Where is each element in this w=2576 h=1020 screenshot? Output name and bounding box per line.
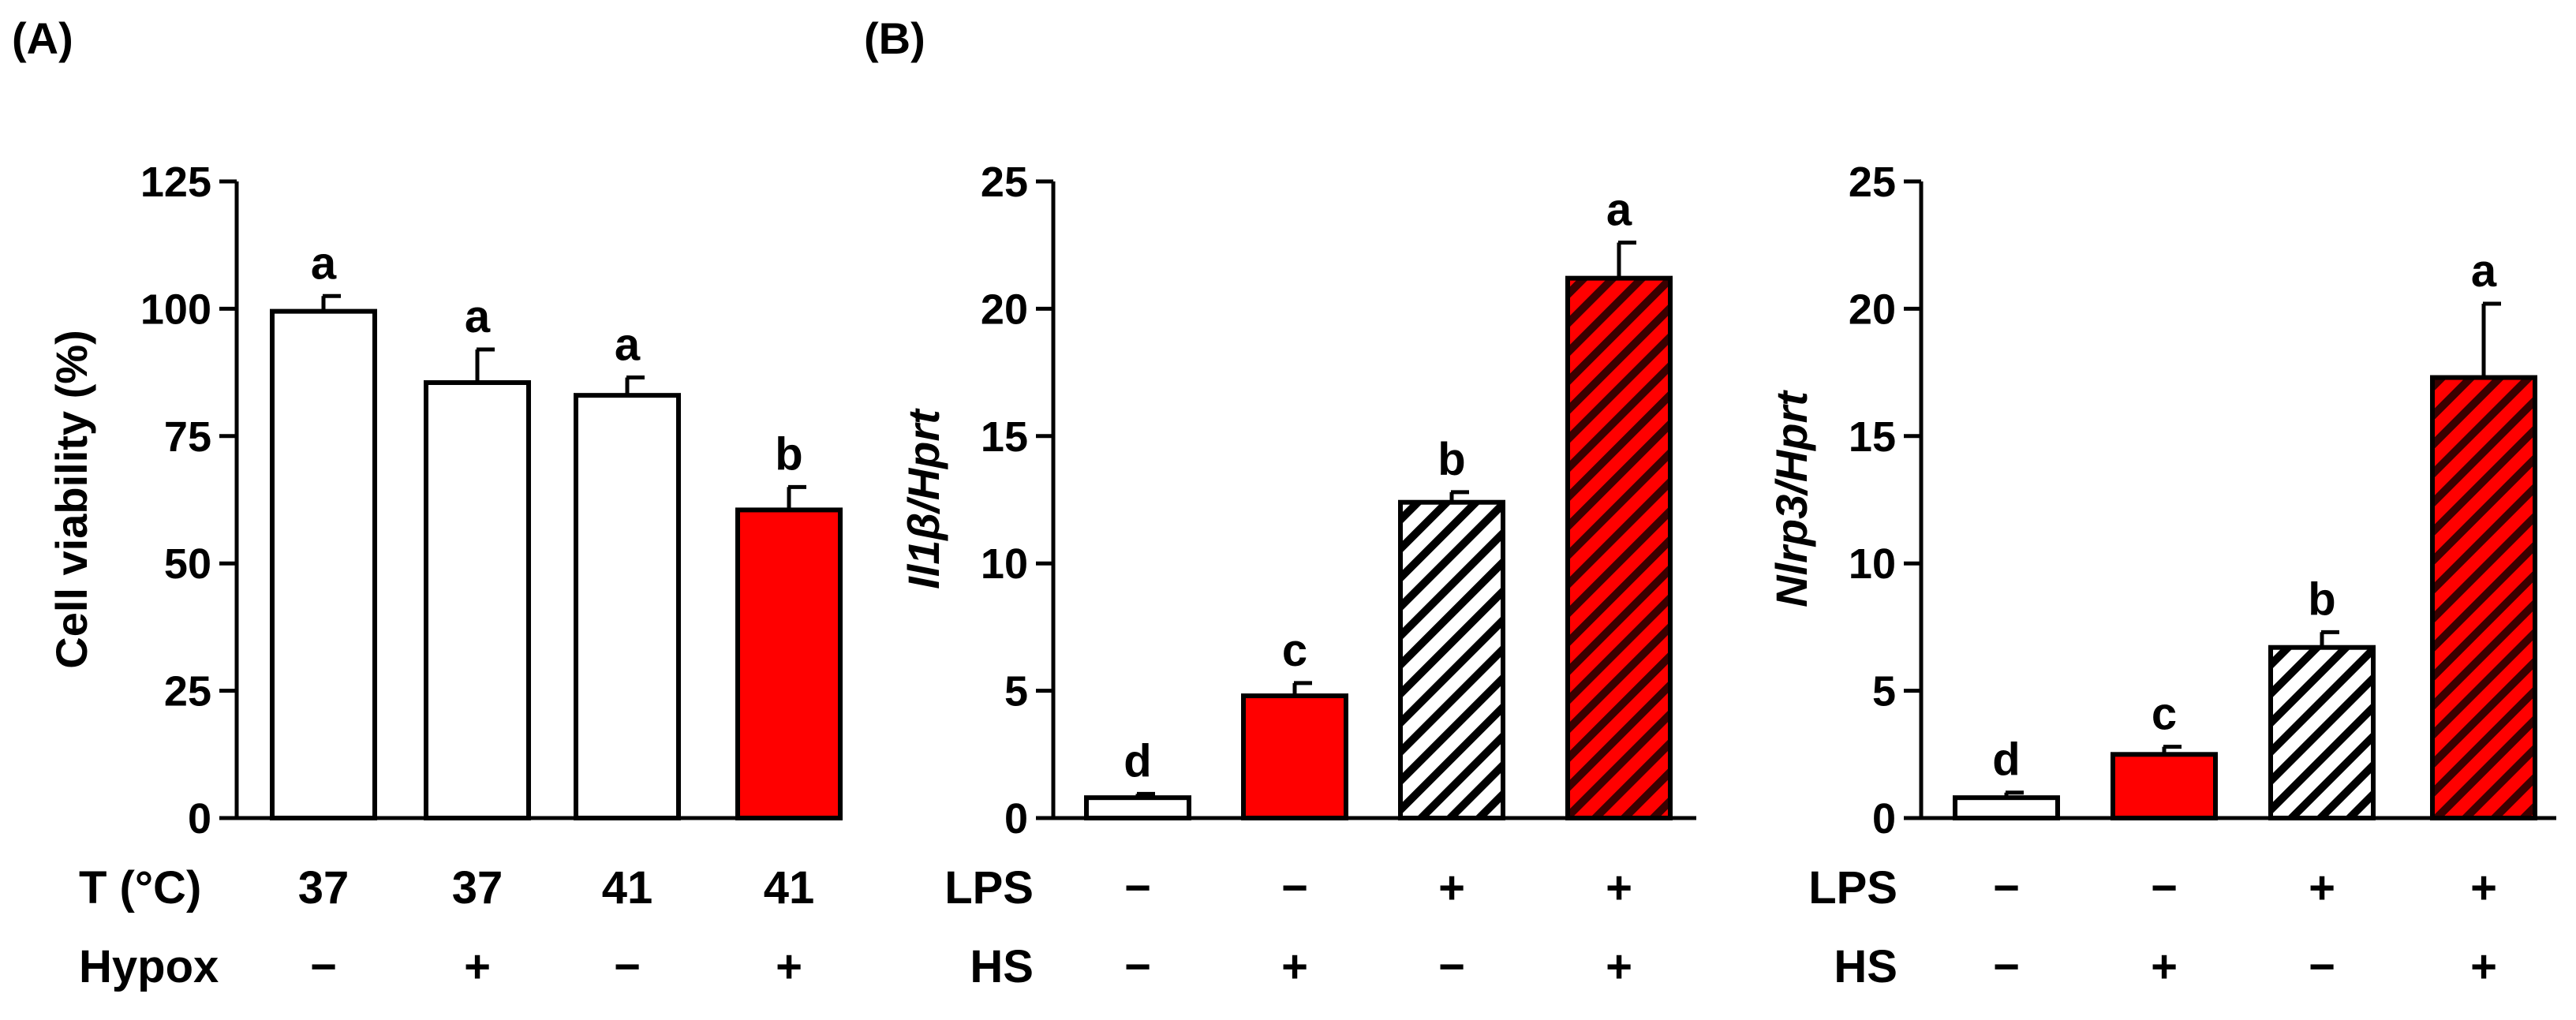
y-axis-label: Cell viability (%) (47, 330, 96, 668)
y-axis-label: Nlrp3/Hprt (1767, 390, 1816, 607)
chart-cell-viability: 0 25 50 75 100 125 Cell viability (%) a a a b T (°C… (47, 159, 843, 992)
condition-value: − (614, 941, 641, 992)
y-axis-label-part: Il1 (899, 540, 948, 589)
significance-letter: d (1123, 735, 1151, 786)
significance-letter: c (1282, 625, 1307, 676)
condition-value: 37 (452, 862, 503, 914)
y-axis-label-part: Nlrp3/Hprt (1767, 390, 1816, 607)
significance-letter: c (2152, 689, 2177, 740)
condition-value: + (776, 941, 802, 992)
condition-row-label: Hypox (79, 941, 219, 992)
y-axis-label: Il1β/Hprt (899, 408, 948, 589)
bar (574, 393, 681, 821)
y-tick-label: 15 (981, 413, 1028, 461)
condition-value: − (310, 941, 337, 992)
condition-value: 37 (298, 862, 350, 914)
y-tick-label: 20 (1849, 286, 1896, 333)
significance-letter: a (465, 291, 491, 342)
chart-il1b-hprt: 0 5 10 15 20 25 Il1β/Hprt d c b a LPS − − + + HS − + − + (899, 159, 1696, 992)
bar (424, 380, 531, 820)
y-axis-label-part: /Hprt (899, 408, 948, 515)
condition-value: − (1993, 862, 2020, 914)
panel-label-b: (B) (864, 13, 925, 63)
y-tick-label: 50 (164, 540, 211, 588)
y-tick-label: 10 (981, 540, 1028, 588)
bar (2111, 752, 2218, 820)
condition-value: + (2470, 862, 2497, 914)
condition-value: + (1606, 941, 1632, 992)
significance-letter: a (615, 319, 641, 371)
y-tick-label: 10 (1849, 540, 1896, 588)
condition-value: − (1124, 862, 1151, 914)
significance-letter: b (1438, 434, 1465, 485)
y-tick-label: 25 (1849, 159, 1896, 206)
condition-value: + (1281, 941, 1308, 992)
y-tick-label: 100 (140, 286, 211, 333)
condition-value: + (2151, 941, 2178, 992)
chart-nlrp3-hprt: 0 5 10 15 20 25 Nlrp3/Hprt d c b a LPS − − + + HS − + − + (1767, 159, 2556, 992)
condition-value: + (464, 941, 491, 992)
condition-value: − (2309, 941, 2335, 992)
condition-value: 41 (602, 862, 653, 914)
significance-letter: a (1606, 184, 1632, 235)
condition-row-label: HS (970, 941, 1034, 992)
bar (1953, 795, 2060, 821)
condition-value: − (2151, 862, 2178, 914)
y-tick-label: 0 (1872, 795, 1896, 843)
significance-letter: a (2471, 245, 2497, 297)
bar (270, 308, 377, 820)
bar (2430, 375, 2537, 820)
condition-value: − (1124, 941, 1151, 992)
y-tick-label: 5 (1004, 668, 1028, 715)
condition-value: + (2470, 941, 2497, 992)
bar (1565, 275, 1673, 820)
bar (2268, 645, 2376, 820)
significance-letter: a (311, 237, 337, 289)
condition-row-label: T (°C) (79, 862, 201, 914)
bar (1084, 795, 1191, 821)
y-tick-label: 75 (164, 413, 211, 461)
condition-row-label: HS (1834, 941, 1897, 992)
y-tick-label: 20 (981, 286, 1028, 333)
significance-letter: b (775, 428, 802, 480)
y-tick-label: 15 (1849, 413, 1896, 461)
y-tick-label: 25 (164, 668, 211, 715)
y-tick-label: 5 (1872, 668, 1896, 715)
condition-value: 41 (764, 862, 815, 914)
condition-row-label: LPS (1808, 862, 1897, 914)
bar (1241, 693, 1348, 821)
bar (735, 507, 843, 820)
bar (1398, 499, 1505, 821)
significance-letter: d (1992, 734, 2020, 786)
y-axis-label-part: β (899, 513, 948, 542)
condition-value: + (1606, 862, 1632, 914)
condition-row-label: LPS (944, 862, 1034, 914)
y-axis-label-part: Cell viability (%) (47, 330, 96, 668)
condition-value: + (2309, 862, 2335, 914)
significance-letter: b (2308, 574, 2335, 625)
panel-label-a: (A) (12, 13, 73, 63)
condition-value: − (1281, 862, 1308, 914)
y-tick-label: 0 (188, 795, 211, 843)
condition-value: − (1438, 941, 1465, 992)
condition-value: + (1438, 862, 1465, 914)
y-tick-label: 125 (140, 159, 211, 206)
y-tick-label: 0 (1004, 795, 1028, 843)
condition-value: − (1993, 941, 2020, 992)
y-tick-label: 25 (981, 159, 1028, 206)
